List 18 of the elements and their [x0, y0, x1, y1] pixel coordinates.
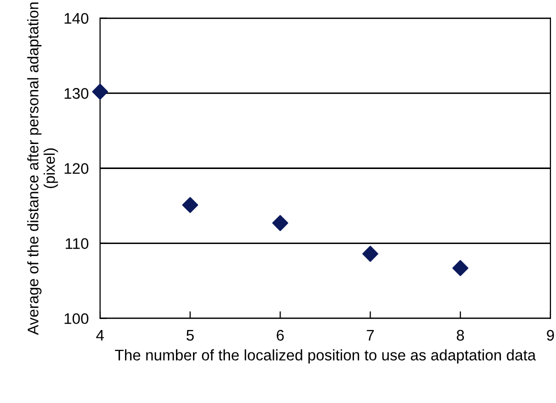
x-tick-label: 4: [96, 330, 104, 341]
point: [182, 197, 198, 214]
x-tick-label: 9: [546, 330, 554, 341]
y-tick-label: 110: [66, 238, 88, 249]
point: [452, 260, 468, 276]
x-axis-title: The number of the localized position to use as adaptation data: [114, 349, 536, 364]
y-tick-label: 120: [64, 163, 88, 174]
x-tick-label: 7: [366, 330, 374, 341]
point: [92, 84, 108, 100]
y-tick-label: 140: [64, 13, 88, 24]
x-tick-label: 8: [456, 330, 464, 341]
point: [362, 246, 378, 262]
x-tick-label: 6: [276, 330, 284, 341]
y-tick-label: 130: [64, 88, 88, 99]
point: [272, 215, 288, 232]
y-axis-title: Average of the distance after personal adaptation (pixel): [27, 2, 58, 335]
y-tick-label: 100: [64, 313, 88, 324]
x-tick-label: 5: [186, 330, 194, 341]
